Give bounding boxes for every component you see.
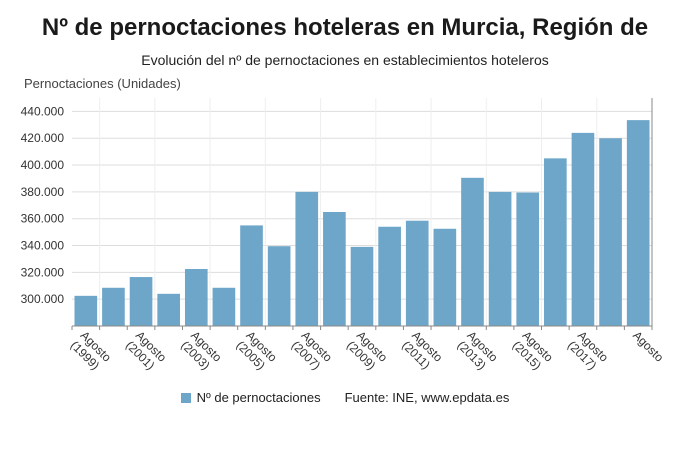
bar bbox=[184, 269, 208, 326]
x-tick-labels: Agosto(1999) Agosto(2001) Agosto(2003) Agos… bbox=[68, 328, 667, 372]
bar bbox=[433, 228, 457, 326]
legend-swatch bbox=[180, 392, 191, 403]
bar bbox=[267, 246, 291, 326]
bar bbox=[157, 293, 180, 326]
y-tick-label: 420.000 bbox=[21, 131, 65, 145]
y-tick-labels: 300.000 320.000 340.000 360.000 380.000 400.0… bbox=[21, 104, 65, 306]
x-tick-label: Agosto(2013) bbox=[454, 328, 500, 372]
bar bbox=[461, 177, 484, 326]
axes bbox=[71, 98, 653, 330]
x-tick-label-line: Agosto bbox=[630, 328, 667, 365]
y-tick-label: 340.000 bbox=[21, 239, 65, 253]
bar bbox=[102, 287, 125, 326]
y-tick-label: 320.000 bbox=[21, 265, 65, 279]
bar bbox=[212, 287, 236, 326]
bar bbox=[240, 225, 263, 326]
bar bbox=[323, 212, 346, 326]
chart-title: Nº de pernoctaciones hoteleras en Murcia… bbox=[41, 14, 649, 41]
x-tick-label: Agosto(2001) bbox=[123, 328, 169, 372]
bar bbox=[350, 246, 374, 326]
bars bbox=[74, 120, 650, 326]
bar bbox=[129, 277, 153, 326]
y-tick-label: 300.000 bbox=[21, 292, 65, 306]
y-tick-label: 380.000 bbox=[21, 185, 65, 199]
x-tick-label: Agosto bbox=[630, 328, 667, 365]
bar bbox=[74, 295, 98, 326]
bar bbox=[571, 132, 595, 326]
x-tick-label: Agosto(2005) bbox=[234, 328, 280, 372]
bar bbox=[516, 192, 540, 326]
bar bbox=[626, 120, 650, 326]
legend-item-series: Nº de pernoctaciones bbox=[180, 390, 321, 405]
x-tick-label: Agosto(2015) bbox=[510, 328, 556, 372]
legend-series-label: Nº de pernoctaciones bbox=[196, 390, 321, 405]
x-tick-label: Agosto(2009) bbox=[344, 328, 390, 372]
chart-subtitle: Evolución del nº de pernoctaciones en es… bbox=[141, 52, 549, 68]
bar bbox=[544, 158, 567, 326]
bar bbox=[405, 220, 429, 326]
bar bbox=[488, 191, 512, 326]
legend: Nº de pernoctaciones Fuente: INE, www.ep… bbox=[0, 390, 690, 405]
y-tick-label: 360.000 bbox=[21, 212, 65, 226]
x-tick-label: Agosto(2011) bbox=[399, 328, 445, 372]
bar bbox=[295, 191, 319, 326]
bar bbox=[599, 138, 622, 326]
y-axis-label: Pernoctaciones (Unidades) bbox=[24, 76, 181, 91]
source-text: Fuente: INE, www.epdata.es bbox=[344, 390, 510, 405]
y-tick-label: 400.000 bbox=[21, 158, 65, 172]
x-tick-label: Agosto(1999) bbox=[68, 328, 114, 372]
bar bbox=[378, 226, 401, 326]
y-tick-label: 440.000 bbox=[21, 104, 65, 118]
x-tick-label: Agosto(2003) bbox=[178, 328, 224, 372]
x-tick-label: Agosto(2007) bbox=[289, 328, 335, 372]
x-tick-label: Agosto(2017) bbox=[565, 328, 611, 372]
